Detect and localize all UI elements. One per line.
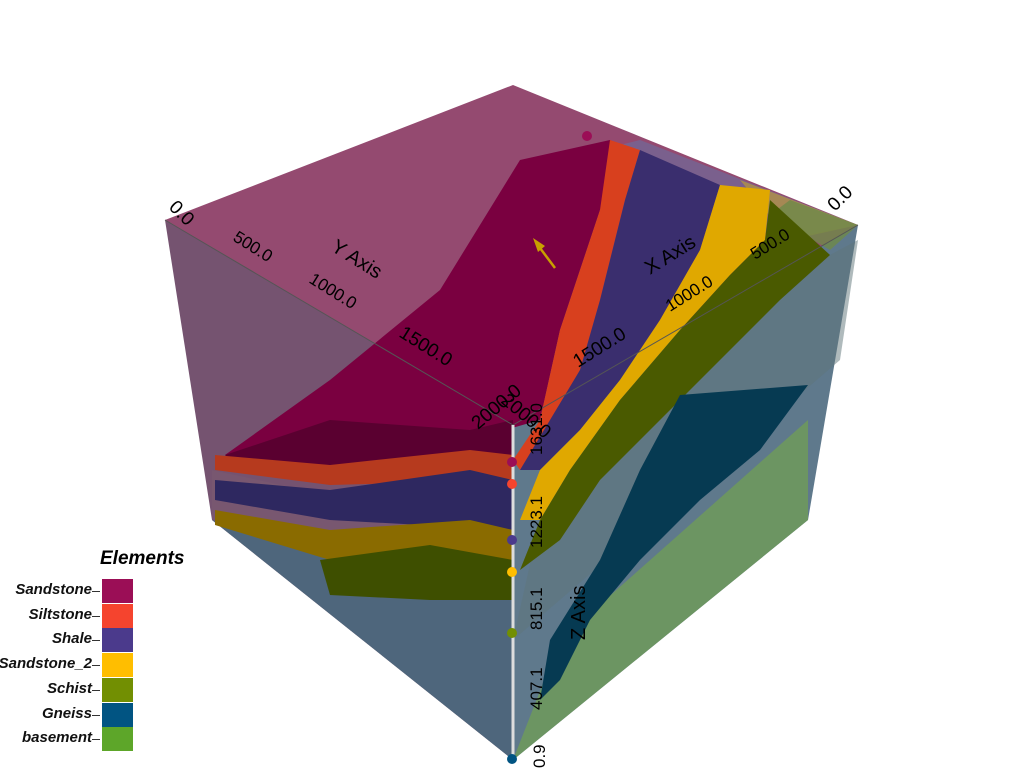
z-tick-3: 1223.1 [527,496,546,548]
legend-swatch [102,727,133,752]
legend-item-label: Sandstone [15,581,92,598]
layer-schist [320,200,830,600]
z-tick-4: 1631.0 [527,403,546,455]
legend-swatch [102,628,133,653]
legend-tick [92,714,100,716]
orientation-arrow-icon [533,238,556,269]
legend-item: Siltstone [0,603,134,628]
legend-swatch [102,677,133,702]
legend-item: basement [0,727,134,752]
layer-gneiss [540,385,808,700]
legend-item: Schist [0,677,134,702]
legend-item-label: basement [21,729,92,747]
legend-item: Sandstone [0,579,134,603]
legend-item-label: Schist [46,679,92,697]
legend-swatch [102,653,133,678]
legend-item: Shale [0,628,134,653]
x-tick-0: 0.0 [824,182,858,216]
legend-swatch [102,702,133,727]
z-axis-title: Z Axis [568,586,590,640]
z-tick-2: 815.1 [527,587,546,630]
z-tick-1: 407.1 [527,667,546,710]
legend-item-label: Siltstone [28,605,92,623]
legend-swatch [102,603,133,628]
legend-tick [92,739,100,741]
legend-tick [92,591,100,592]
legend-tick [92,689,100,691]
legend-tick [92,640,100,642]
z-tick-0: 0.9 [530,744,549,768]
layer-shale [215,150,720,530]
legend-tick [92,615,100,617]
z-axis-markers [507,131,592,764]
legend-item-label: Shale [51,630,92,648]
legend-item-label: Sandstone_2 [0,655,92,673]
legend-item-label: Gneiss [41,704,92,722]
z-axis-labels: 1631.0 1223.1 815.1 407.1 0.9 Z Axis [527,403,590,768]
legend-swatch [102,579,133,603]
legend-item: Gneiss [0,702,134,727]
legend-tick [92,665,100,667]
legend-title: Elements [100,548,185,569]
legend-item: Sandstone_2 [0,653,134,678]
